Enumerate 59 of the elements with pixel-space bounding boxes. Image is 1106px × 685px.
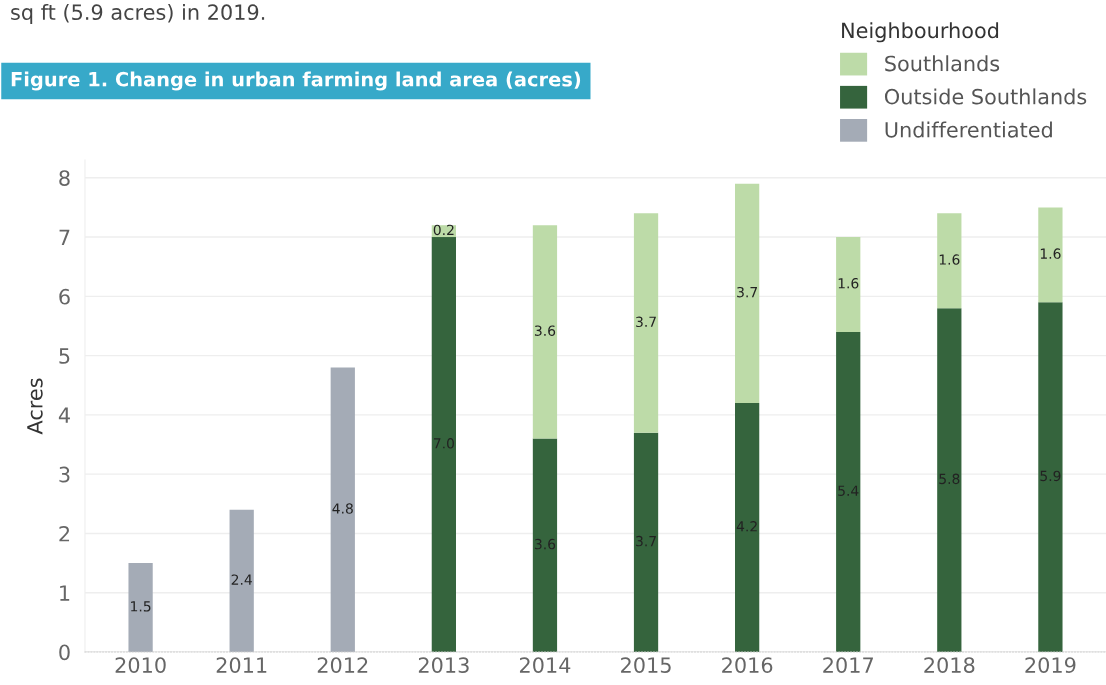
y-tick-label: 5 bbox=[59, 348, 70, 364]
bar bbox=[431, 237, 456, 652]
x-tick-label: 2010 bbox=[115, 657, 166, 673]
data-label: 5.9 bbox=[1040, 470, 1061, 482]
data-label: 3.7 bbox=[636, 316, 656, 328]
data-label: 1.5 bbox=[131, 601, 151, 612]
legend-title: Neighbourhood bbox=[842, 22, 999, 43]
data-label: 4.2 bbox=[736, 521, 757, 532]
x-tick-label: 2016 bbox=[722, 657, 773, 673]
data-label: 1.6 bbox=[939, 254, 960, 265]
bar bbox=[1038, 302, 1063, 652]
y-tick-label: 0 bbox=[59, 644, 70, 661]
data-label: 5.4 bbox=[838, 485, 859, 496]
x-tick-label: 2011 bbox=[216, 657, 267, 673]
legend-label: Undifferentiated bbox=[885, 121, 1052, 138]
bar bbox=[836, 331, 861, 652]
y-tick-label: 3 bbox=[59, 466, 70, 483]
x-tick-label: 2014 bbox=[519, 657, 571, 673]
bar bbox=[937, 213, 962, 309]
bar bbox=[229, 509, 254, 652]
y-tick-label: 7 bbox=[59, 229, 70, 245]
y-tick-label: 6 bbox=[59, 288, 70, 305]
y-tick-label: 1 bbox=[60, 585, 70, 601]
y-tick-label: 2 bbox=[59, 525, 70, 542]
x-tick-label: 2013 bbox=[418, 657, 469, 673]
data-label: 2.4 bbox=[231, 574, 252, 585]
data-label: 3.6 bbox=[534, 325, 556, 336]
data-label: 3.7 bbox=[636, 535, 656, 547]
bar bbox=[836, 237, 861, 332]
y-tick-label: 4 bbox=[58, 407, 70, 423]
legend-label: Outside Southlands bbox=[884, 88, 1087, 105]
bar bbox=[937, 308, 962, 652]
data-label: 4.8 bbox=[332, 503, 353, 514]
bar bbox=[735, 403, 760, 652]
data-label: 3.6 bbox=[534, 538, 556, 550]
data-label: 3.7 bbox=[737, 286, 757, 298]
x-tick-label: 2019 bbox=[1025, 657, 1076, 673]
bar bbox=[1038, 207, 1063, 303]
x-tick-label: 2012 bbox=[317, 657, 368, 673]
bar bbox=[330, 367, 355, 652]
x-tick-label: 2018 bbox=[924, 657, 975, 673]
y-tick-label: 8 bbox=[59, 170, 70, 186]
bar bbox=[633, 432, 659, 652]
y-axis-title: Acres bbox=[27, 378, 43, 435]
bar bbox=[532, 225, 558, 439]
bar bbox=[128, 563, 153, 652]
data-label: 7.0 bbox=[433, 438, 454, 449]
bar bbox=[532, 438, 558, 652]
chart-title: Figure 1. Change in urban farming land area (acres) bbox=[11, 71, 581, 91]
x-tick-label: 2015 bbox=[621, 657, 671, 673]
data-label: 1.6 bbox=[1040, 248, 1061, 259]
legend-label: Southlands bbox=[885, 55, 1000, 72]
x-tick-label: 2017 bbox=[823, 657, 873, 673]
bar bbox=[633, 213, 659, 433]
data-label: 5.8 bbox=[939, 473, 960, 485]
data-label: 0.2 bbox=[433, 224, 454, 236]
text: sq ft (5.9 acres) in 2019. bbox=[11, 3, 265, 25]
bar bbox=[735, 183, 760, 404]
data-label: 1.6 bbox=[838, 278, 859, 289]
